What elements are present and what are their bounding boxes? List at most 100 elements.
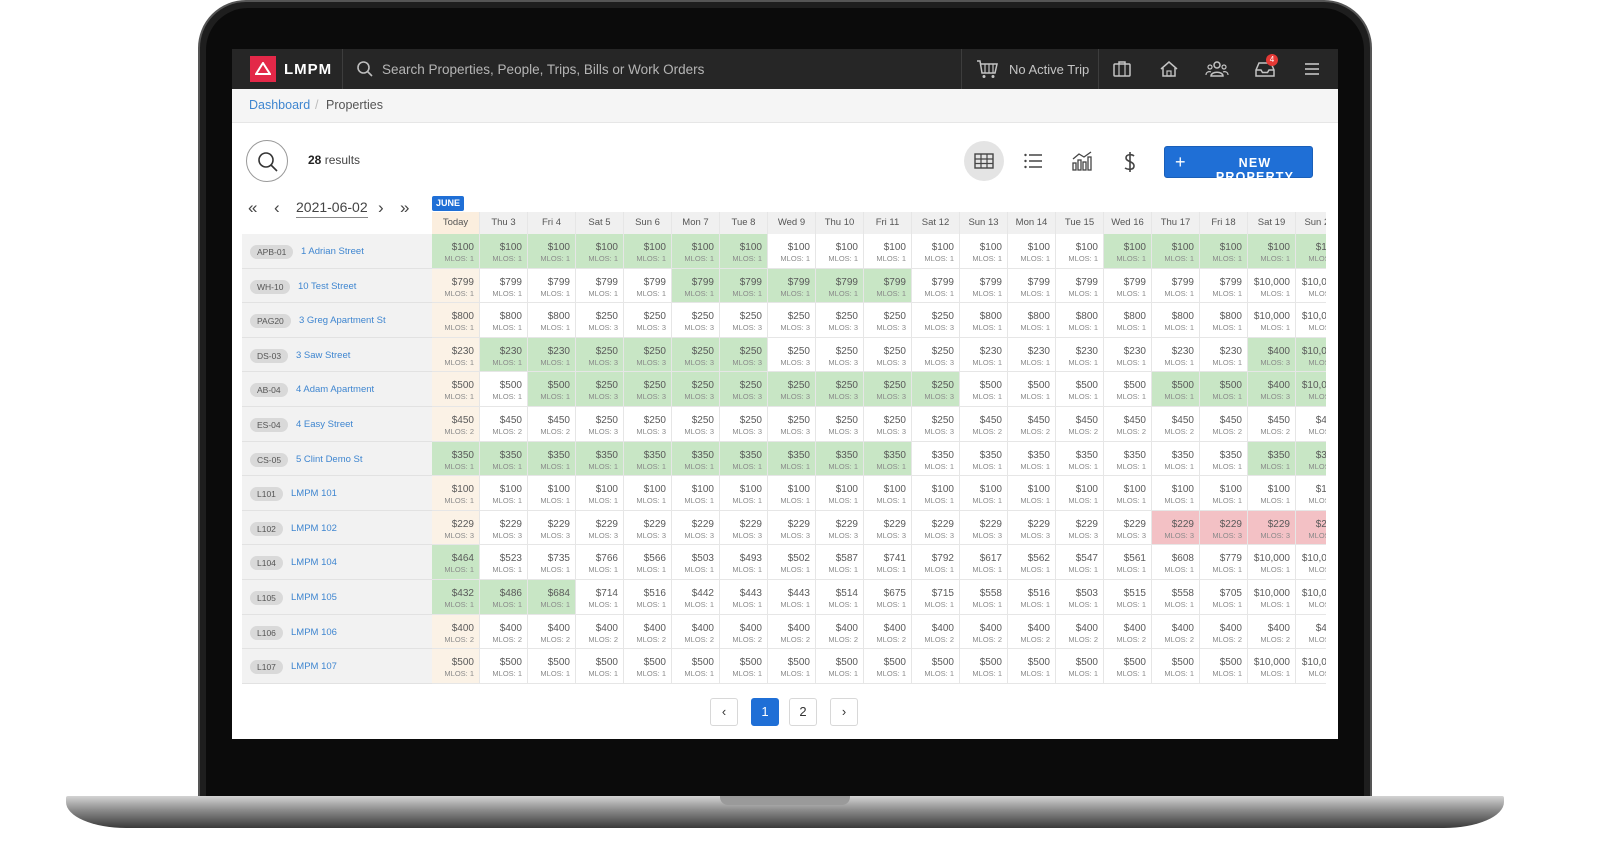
rate-cell[interactable]: $500 MLOS: 1	[720, 649, 768, 684]
home-icon[interactable]	[1159, 59, 1179, 79]
rate-cell[interactable]: $500 MLOS: 1	[624, 649, 672, 684]
pagination-page[interactable]: 2	[789, 698, 817, 726]
first-date-button[interactable]: «	[248, 198, 258, 217]
rate-cell[interactable]: $250 MLOS: 3	[624, 407, 672, 442]
rate-cell[interactable]: $250 MLOS: 3	[624, 303, 672, 338]
rate-cell[interactable]: $432 MLOS: 1	[432, 580, 480, 615]
briefcase-icon[interactable]	[1112, 59, 1132, 79]
rate-cell[interactable]: $230 MLOS: 1	[960, 337, 1008, 373]
rate-cell[interactable]: $400 MLOS: 3	[1248, 337, 1296, 373]
rate-cell[interactable]: $799 MLOS: 1	[912, 268, 960, 304]
rate-cell[interactable]: $500 MLOS: 1	[1200, 372, 1248, 407]
active-trip-label[interactable]: No Active Trip	[1009, 62, 1090, 77]
rate-cell[interactable]: $493 MLOS: 1	[720, 545, 768, 580]
rate-cell[interactable]: $250 MLOS: 3	[816, 372, 864, 407]
rate-cell[interactable]: $800 MLOS: 1	[528, 303, 576, 338]
rate-cell[interactable]: $516 MLOS: 1	[1008, 580, 1056, 615]
rate-cell[interactable]: $500 MLOS: 1	[1056, 649, 1104, 684]
rate-cell[interactable]: $500 MLOS: 1	[1200, 649, 1248, 684]
rate-cell[interactable]: $230 MLOS: 1	[1152, 337, 1200, 373]
rate-cell[interactable]: $500 MLOS: 1	[864, 649, 912, 684]
rate-cell[interactable]: $250 MLOS: 3	[864, 372, 912, 407]
rate-cell[interactable]: $250 MLOS: 3	[720, 407, 768, 442]
rate-cell[interactable]: $250 MLOS: 3	[768, 372, 816, 407]
property-name-link[interactable]: LMPM 104	[291, 557, 337, 569]
rate-cell[interactable]: $250 MLOS: 3	[816, 337, 864, 373]
rate-cell[interactable]: $250 MLOS: 3	[912, 372, 960, 407]
rate-cell[interactable]: $500 MLOS: 1	[960, 372, 1008, 407]
rate-cell[interactable]: $515 MLOS: 1	[1104, 580, 1152, 615]
rate-cell[interactable]: $500 MLOS: 1	[1152, 372, 1200, 407]
pricing-view-button[interactable]	[1110, 141, 1150, 181]
rate-cell[interactable]: $230 MLOS: 1	[432, 337, 480, 373]
rate-cell[interactable]: $500 MLOS: 1	[672, 649, 720, 684]
rate-cell[interactable]: $500 MLOS: 1	[1152, 649, 1200, 684]
rate-cell[interactable]: $250 MLOS: 3	[768, 303, 816, 338]
rate-cell[interactable]: $558 MLOS: 1	[960, 580, 1008, 615]
rate-cell[interactable]: $799 MLOS: 1	[576, 268, 624, 304]
rate-cell[interactable]: $799 MLOS: 1	[960, 268, 1008, 304]
rate-cell[interactable]: $230 MLOS: 1	[1104, 337, 1152, 373]
rate-cell[interactable]: $250 MLOS: 3	[576, 337, 624, 373]
list-view-button[interactable]	[1013, 141, 1053, 181]
rate-cell[interactable]: $792 MLOS: 1	[912, 545, 960, 580]
rate-cell[interactable]: $799 MLOS: 1	[1152, 268, 1200, 304]
property-name-link[interactable]: LMPM 102	[291, 522, 337, 534]
property-name-link[interactable]: 3 Greg Apartment St	[299, 315, 386, 327]
rate-cell[interactable]: $230 MLOS: 1	[528, 337, 576, 373]
rate-cell[interactable]: $500 MLOS: 1	[1008, 372, 1056, 407]
rate-cell[interactable]: $500 MLOS: 1	[1104, 372, 1152, 407]
property-name-link[interactable]: 1 Adrian Street	[301, 246, 364, 257]
rate-cell[interactable]: $500 MLOS: 1	[1104, 649, 1152, 684]
rate-cell[interactable]: $250 MLOS: 3	[912, 407, 960, 442]
calendar-view-button[interactable]	[964, 141, 1004, 181]
rate-cell[interactable]: $799 MLOS: 1	[432, 268, 480, 304]
chart-view-button[interactable]	[1061, 141, 1101, 181]
property-name-link[interactable]: 4 Easy Street	[296, 419, 354, 430]
rate-cell[interactable]: $250 MLOS: 3	[672, 407, 720, 442]
rate-cell[interactable]: $799 MLOS: 1	[1104, 268, 1152, 304]
